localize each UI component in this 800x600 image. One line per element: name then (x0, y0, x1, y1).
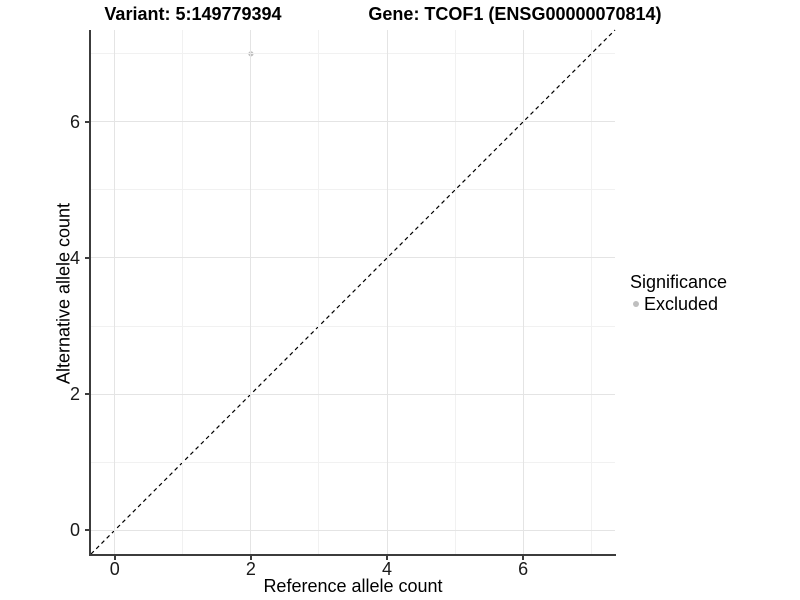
excluded-point-icon (633, 301, 639, 307)
x-axis-title: Reference allele count (263, 576, 443, 596)
y-tick-mark (85, 393, 89, 396)
y-tick-label: 0 (69, 520, 80, 541)
identity-line (90, 29, 616, 555)
y-major-gridline (91, 121, 615, 123)
plot-panel (90, 29, 616, 555)
y-minor-gridline (91, 53, 615, 55)
x-major-gridline (250, 30, 252, 554)
y-axis-line (89, 30, 91, 556)
y-tick-mark (85, 120, 89, 123)
y-minor-gridline (91, 189, 615, 191)
y-minor-gridline (91, 461, 615, 463)
x-axis-line (89, 554, 616, 556)
x-minor-gridline (182, 30, 184, 554)
x-major-gridline (114, 30, 116, 554)
y-major-gridline (91, 257, 615, 259)
x-tick-label: 6 (518, 559, 529, 579)
y-major-gridline (91, 529, 615, 531)
legend-item-label: Excluded (644, 294, 719, 314)
x-tick-label: 4 (382, 559, 393, 579)
y-tick-label: 4 (69, 247, 80, 268)
y-tick-mark (85, 529, 89, 532)
x-minor-gridline (590, 30, 592, 554)
legend-title: Significance (630, 272, 728, 292)
legend-item-excluded: Excluded (630, 294, 727, 314)
x-minor-gridline (454, 30, 456, 554)
x-tick-label: 0 (109, 559, 120, 579)
legend: Significance Excluded (630, 272, 727, 314)
x-major-gridline (386, 30, 388, 554)
y-minor-gridline (91, 325, 615, 327)
x-minor-gridline (318, 30, 320, 554)
x-tick-mark (249, 556, 252, 560)
y-tick-label: 6 (69, 111, 80, 132)
y-major-gridline (91, 393, 615, 395)
x-tick-label: 2 (245, 559, 256, 579)
x-tick-mark (522, 556, 525, 560)
x-tick-mark (113, 556, 116, 560)
plot-title-gene: Gene: TCOF1 (ENSG00000070814) (368, 4, 662, 24)
plot-canvas (90, 29, 616, 555)
y-tick-label: 2 (69, 384, 80, 405)
plot-title-variant: Variant: 5:149779394 (104, 4, 282, 24)
y-tick-mark (85, 256, 89, 259)
x-major-gridline (522, 30, 524, 554)
x-tick-mark (386, 556, 389, 560)
